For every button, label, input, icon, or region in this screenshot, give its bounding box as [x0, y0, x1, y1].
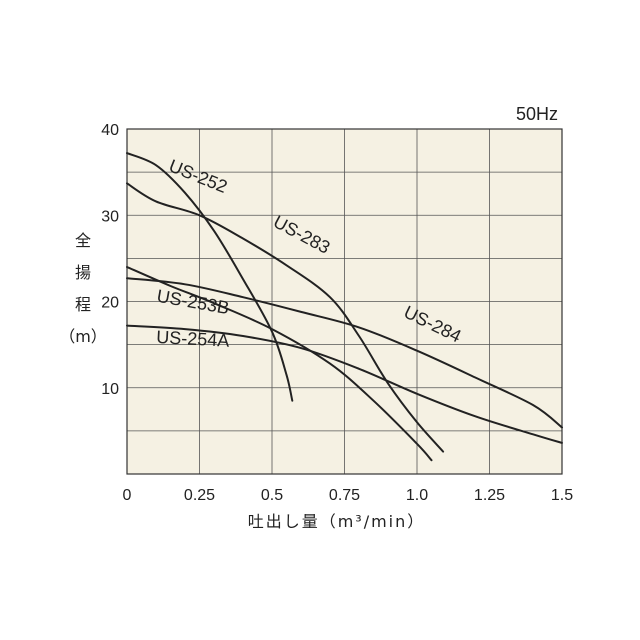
y-axis-label-text: 全揚程（m） — [59, 231, 107, 346]
frequency-label: 50Hz — [516, 104, 558, 124]
curve-label-us-254a: US-254A — [156, 327, 230, 351]
y-tick-label: 30 — [101, 208, 119, 225]
x-tick-label: 0 — [123, 487, 132, 504]
curve-us-253b — [126, 266, 433, 462]
x-tick-labels: 0 0.25 0.5 0.75 1.0 1.25 1.5 — [123, 487, 574, 504]
grid-lines — [127, 129, 562, 474]
curve-us-254a — [126, 324, 563, 444]
curve-us-283 — [126, 182, 445, 453]
x-tick-label: 0.5 — [261, 487, 283, 504]
y-axis-label: 全揚程（m） — [59, 231, 107, 346]
y-tick-label: 10 — [101, 381, 119, 398]
x-tick-label: 1.0 — [406, 487, 428, 504]
y-tick-label: 40 — [101, 122, 119, 139]
y-tick-label: 20 — [101, 295, 119, 312]
x-tick-label: 0.75 — [329, 487, 360, 504]
x-axis-label: 吐出し量（m³/min） — [248, 512, 426, 531]
x-tick-label: 1.5 — [551, 487, 573, 504]
plot-frame — [126, 128, 563, 475]
x-tick-label: 1.25 — [474, 487, 505, 504]
curve-us-284 — [126, 277, 563, 429]
y-tick-labels: 10 20 30 40 — [101, 122, 119, 398]
curve-us-252 — [126, 152, 294, 402]
x-tick-label: 0.25 — [184, 487, 215, 504]
